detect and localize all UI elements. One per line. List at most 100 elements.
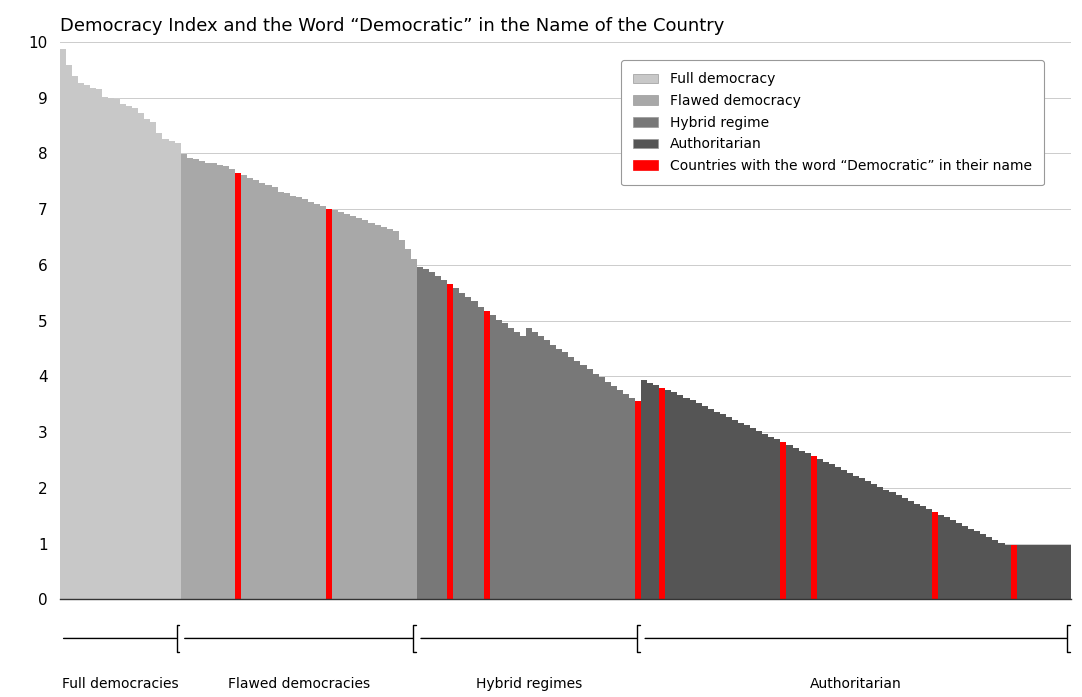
Bar [780, 442, 787, 599]
Bar [283, 194, 290, 599]
Bar [174, 143, 181, 599]
Bar [162, 139, 169, 599]
Bar [775, 439, 780, 599]
Bar [1029, 545, 1034, 599]
Bar [708, 408, 714, 599]
Bar [696, 403, 701, 599]
Bar [399, 240, 405, 599]
Bar [659, 388, 665, 599]
Text: Democracy Index and the Word “Democratic” in the Name of the Country: Democracy Index and the Word “Democratic… [60, 17, 724, 35]
Bar [132, 107, 138, 599]
Bar [60, 49, 66, 599]
Bar [102, 97, 108, 599]
Bar [435, 276, 441, 599]
Bar [393, 231, 399, 599]
Bar [386, 229, 393, 599]
Bar [453, 289, 460, 599]
Bar [362, 220, 369, 599]
Bar [938, 514, 944, 599]
Bar [829, 464, 835, 599]
Bar [647, 383, 654, 599]
Bar [496, 319, 502, 599]
Bar [78, 83, 83, 599]
Bar [447, 284, 453, 599]
Bar [605, 382, 610, 599]
Bar [714, 411, 720, 599]
Bar [671, 392, 677, 599]
Text: Authoritarian: Authoritarian [810, 677, 902, 691]
Bar [780, 442, 787, 599]
Bar [756, 431, 762, 599]
Bar [526, 328, 532, 599]
Bar [181, 155, 187, 599]
Bar [272, 187, 278, 599]
Bar [853, 475, 859, 599]
Bar [847, 473, 853, 599]
Bar [447, 284, 453, 599]
Bar [768, 436, 775, 599]
Bar [223, 166, 229, 599]
Bar [580, 365, 586, 599]
Bar [290, 197, 295, 599]
Bar [411, 259, 417, 599]
Bar [66, 66, 71, 599]
Bar [1011, 545, 1017, 599]
Bar [835, 467, 841, 599]
Bar [920, 506, 926, 599]
Bar [326, 208, 332, 599]
Bar [974, 531, 980, 599]
Bar [726, 417, 731, 599]
Text: Hybrid regimes: Hybrid regimes [476, 677, 582, 691]
Bar [253, 180, 260, 599]
Bar [199, 160, 204, 599]
Bar [623, 394, 629, 599]
Bar [908, 500, 913, 599]
Bar [792, 447, 799, 599]
Bar [968, 528, 974, 599]
Bar [750, 428, 756, 599]
Bar [430, 272, 435, 599]
Bar [320, 206, 326, 599]
Bar [472, 301, 477, 599]
Bar [374, 225, 381, 599]
Bar [1034, 545, 1041, 599]
Bar [805, 453, 810, 599]
Bar [1053, 545, 1059, 599]
Bar [308, 202, 314, 599]
Bar [720, 414, 726, 599]
Bar [962, 526, 968, 599]
Bar [889, 492, 896, 599]
Bar [507, 328, 514, 599]
Bar [381, 227, 386, 599]
Bar [944, 517, 950, 599]
Bar [265, 185, 272, 599]
Bar [617, 390, 623, 599]
Bar [235, 173, 241, 599]
Bar [144, 119, 150, 599]
Bar [326, 208, 332, 599]
Bar [235, 173, 241, 599]
Bar [187, 158, 193, 599]
Bar [980, 534, 987, 599]
Bar [563, 353, 568, 599]
Bar [314, 204, 320, 599]
Bar [351, 216, 356, 599]
Bar [956, 523, 962, 599]
Bar [157, 133, 162, 599]
Bar [999, 542, 1004, 599]
Bar [629, 397, 635, 599]
Bar [96, 89, 102, 599]
Bar [295, 197, 302, 599]
Bar [799, 450, 805, 599]
Bar [217, 165, 223, 599]
Bar [138, 113, 144, 599]
Bar [532, 332, 538, 599]
Bar [841, 470, 847, 599]
Bar [417, 266, 423, 599]
Bar [369, 223, 374, 599]
Bar [1011, 545, 1017, 599]
Bar [1047, 545, 1053, 599]
Bar [551, 344, 556, 599]
Bar [460, 293, 465, 599]
Bar [484, 311, 490, 599]
